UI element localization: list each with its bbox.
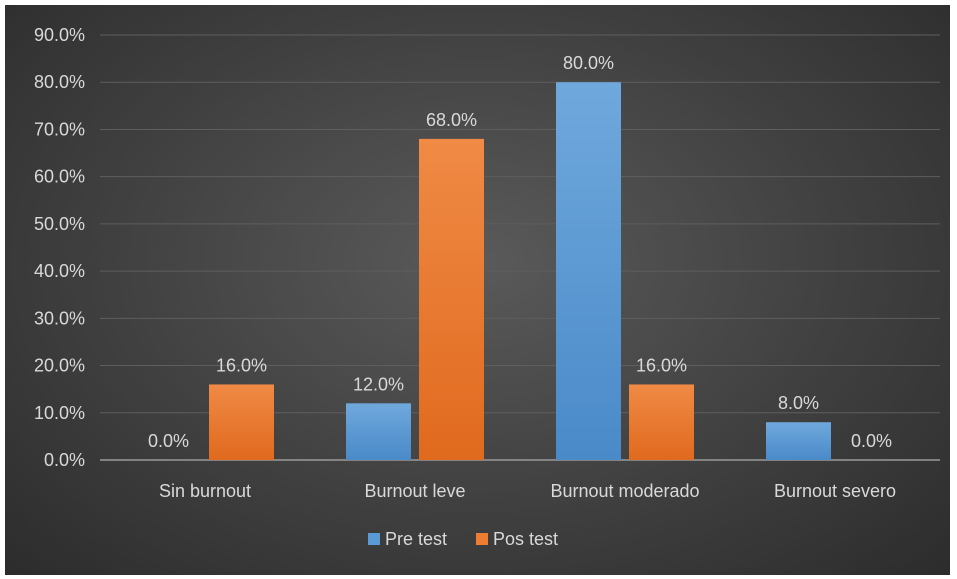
x-tick-label: Burnout severo [774,481,896,501]
bar-pos-test [419,138,484,460]
y-tick-label: 0.0% [44,450,85,470]
data-label: 12.0% [353,374,404,394]
x-tick-label: Burnout moderado [550,481,699,501]
y-tick-label: 20.0% [34,356,85,376]
x-axis-categories: Sin burnout Burnout leve Burnout moderado B… [159,481,896,501]
x-tick-label: Sin burnout [159,481,251,501]
y-tick-label: 10.0% [34,403,85,423]
data-labels: 0.0% 16.0% 12.0% 68.0% 80.0% 16.0% 8.0% 0.0% [148,53,892,451]
bar-pos-test [209,384,274,460]
bar-pre-test [346,403,411,460]
y-tick-label: 90.0% [34,25,85,45]
data-label: 16.0% [636,355,687,375]
legend: Pre test Pos test [368,529,558,549]
y-tick-label: 60.0% [34,167,85,187]
data-label: 0.0% [851,431,892,451]
legend-label: Pos test [493,529,558,549]
bar-pre-test [556,82,621,460]
legend-swatch-pre-test [368,533,380,545]
y-tick-label: 80.0% [34,72,85,92]
legend-label: Pre test [385,529,447,549]
data-label: 16.0% [216,355,267,375]
data-label: 0.0% [148,431,189,451]
bar-pre-test [766,422,831,460]
legend-swatch-pos-test [476,533,488,545]
x-tick-label: Burnout leve [364,481,465,501]
y-tick-label: 50.0% [34,214,85,234]
chart-area: 0.0% 10.0% 20.0% 30.0% 40.0% 50.0% 60.0% 70.0% 8… [5,5,950,575]
y-axis-ticks: 0.0% 10.0% 20.0% 30.0% 40.0% 50.0% 60.0% 70.0% 8… [34,25,85,470]
y-tick-label: 30.0% [34,308,85,328]
y-tick-label: 70.0% [34,119,85,139]
data-label: 8.0% [778,393,819,413]
data-label: 80.0% [563,53,614,73]
y-tick-label: 40.0% [34,261,85,281]
bar-chart: 0.0% 10.0% 20.0% 30.0% 40.0% 50.0% 60.0% 70.0% 8… [34,25,940,549]
bars [209,82,831,460]
bar-pos-test [629,384,694,460]
data-label: 68.0% [426,110,477,130]
